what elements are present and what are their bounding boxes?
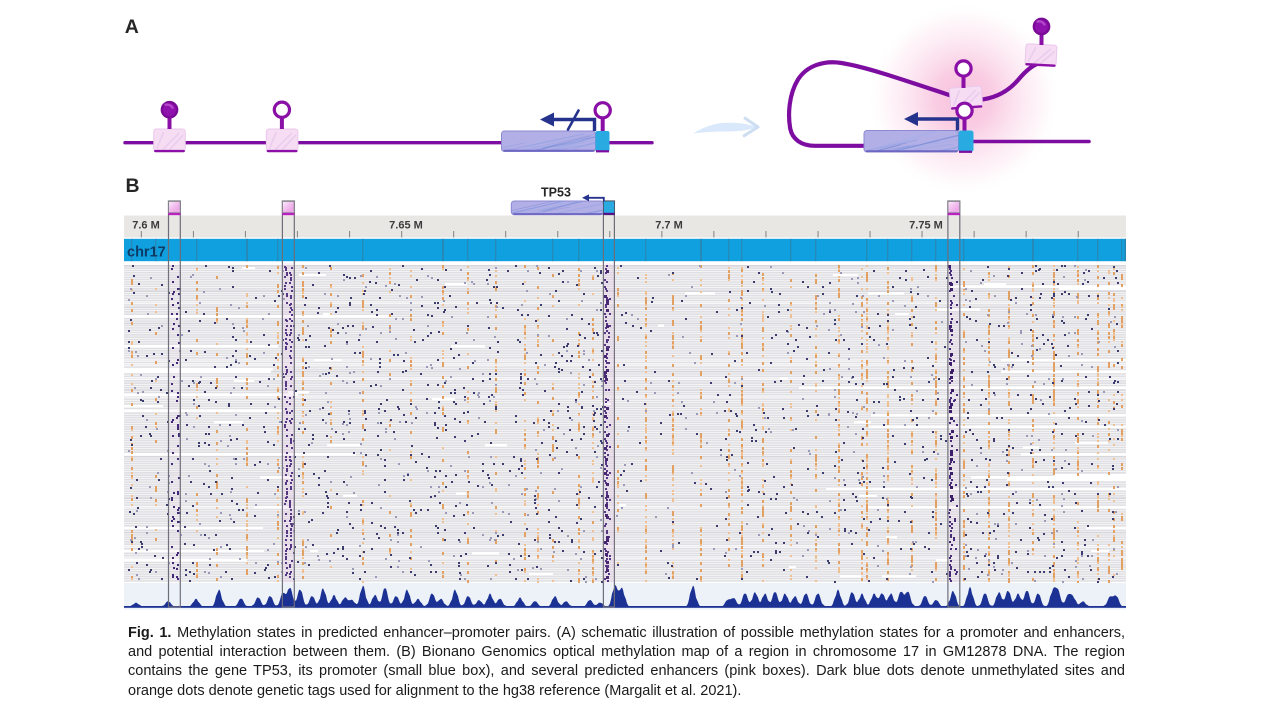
svg-text:7.65 M: 7.65 M xyxy=(389,220,423,232)
svg-text:TP53: TP53 xyxy=(541,186,571,200)
svg-text:7.75 M: 7.75 M xyxy=(909,220,943,232)
svg-text:7.6 M: 7.6 M xyxy=(132,220,160,232)
svg-text:B: B xyxy=(126,175,140,197)
svg-text:7.7 M: 7.7 M xyxy=(655,220,683,232)
svg-text:A: A xyxy=(125,16,139,38)
svg-text:chr17: chr17 xyxy=(127,245,166,261)
